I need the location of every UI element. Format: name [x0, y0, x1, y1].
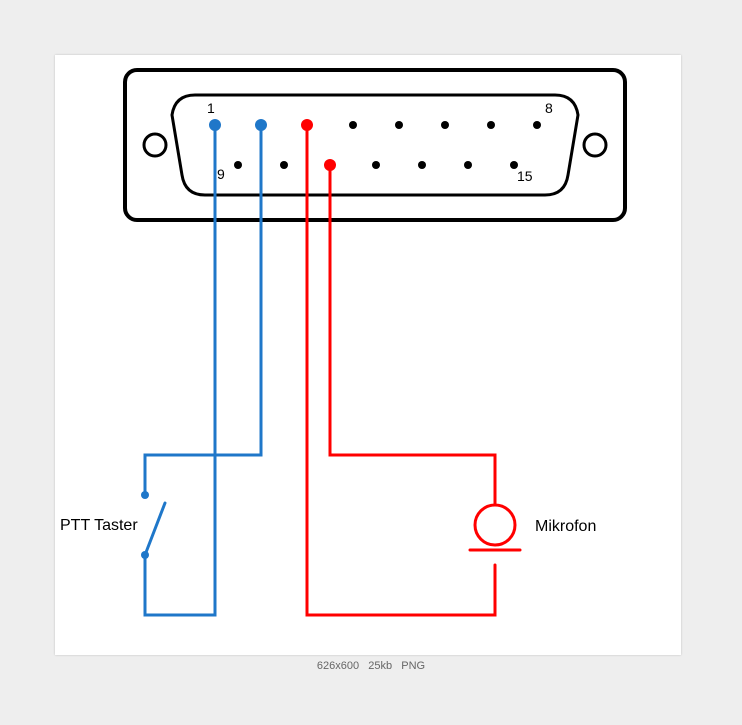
ptt-wiring	[141, 119, 267, 615]
pin-label-15: 15	[517, 168, 533, 184]
ptt-label: PTT Taster	[60, 517, 138, 534]
diagram-svg: 1 8 9 15 PTT Taster	[55, 55, 681, 655]
screw-hole-right	[584, 134, 606, 156]
connector-housing	[125, 70, 625, 220]
screw-hole-left	[144, 134, 166, 156]
wiring-diagram: 1 8 9 15 PTT Taster	[55, 55, 681, 655]
caption-size: 25kb	[368, 660, 392, 672]
page-root: 1 8 9 15 PTT Taster	[0, 0, 742, 725]
pin-label-1: 1	[207, 100, 215, 116]
mic-wiring	[301, 119, 520, 615]
pin-label-8: 8	[545, 100, 553, 116]
caption-dims: 626x600	[317, 660, 359, 672]
pin-label-9: 9	[217, 166, 225, 182]
image-caption: 626x600 25kb PNG	[0, 660, 742, 672]
caption-format: PNG	[401, 660, 425, 672]
mic-label: Mikrofon	[535, 518, 596, 535]
pins-bottom-row	[234, 161, 518, 169]
